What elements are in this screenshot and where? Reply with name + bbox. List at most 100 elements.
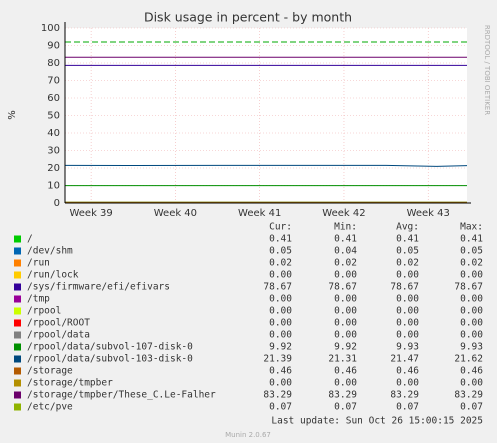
legend-value: 0.07 bbox=[334, 402, 357, 413]
legend-value: 0.00 bbox=[460, 330, 483, 341]
chart-title: Disk usage in percent - by month bbox=[144, 10, 352, 25]
legend-value: 0.00 bbox=[396, 330, 419, 341]
legend-value: 0.00 bbox=[396, 378, 419, 389]
legend-value: 21.62 bbox=[454, 354, 483, 365]
legend-swatch bbox=[14, 283, 21, 291]
y-axis-label: % bbox=[7, 110, 18, 120]
legend-swatch bbox=[14, 367, 21, 375]
legend-value: 0.04 bbox=[334, 246, 357, 257]
legend-value: 0.46 bbox=[460, 366, 483, 377]
legend-value: 83.29 bbox=[390, 390, 419, 401]
legend-label: /storage bbox=[27, 366, 73, 377]
footer: Munin 2.0.67 bbox=[225, 431, 271, 439]
legend-value: 0.41 bbox=[269, 234, 292, 245]
legend-value: 0.05 bbox=[460, 246, 483, 257]
side-text: RRDTOOL / TOBI OETIKER bbox=[483, 25, 491, 115]
legend-value: 0.00 bbox=[334, 378, 357, 389]
legend-value: 0.00 bbox=[396, 270, 419, 281]
legend-label: /run/lock bbox=[27, 270, 79, 281]
legend-value: 0.41 bbox=[396, 234, 419, 245]
x-tick-label: Week 43 bbox=[407, 208, 450, 219]
legend-value: 0.00 bbox=[269, 378, 292, 389]
y-tick-label: 100 bbox=[41, 23, 60, 34]
y-tick-label: 30 bbox=[47, 146, 60, 157]
legend-swatch bbox=[14, 271, 21, 279]
legend-value: 0.05 bbox=[269, 246, 292, 257]
legend-label: /etc/pve bbox=[27, 402, 73, 413]
legend-value: 0.00 bbox=[396, 306, 419, 317]
y-tick-label: 0 bbox=[54, 198, 60, 209]
legend-value: 0.05 bbox=[396, 246, 419, 257]
y-tick-label: 20 bbox=[47, 163, 60, 174]
legend-swatch bbox=[14, 259, 21, 267]
legend-value: 0.07 bbox=[460, 402, 483, 413]
legend-value: 0.00 bbox=[269, 330, 292, 341]
legend-value: 78.67 bbox=[390, 282, 419, 293]
y-tick-label: 10 bbox=[47, 181, 60, 192]
legend-value: 0.02 bbox=[396, 258, 419, 269]
x-tick-label: Week 39 bbox=[69, 208, 112, 219]
legend-swatch bbox=[14, 355, 21, 363]
legend-label: /storage/tmpber/These_C.Le-Falher bbox=[27, 390, 216, 401]
legend-swatch bbox=[14, 247, 21, 255]
legend-swatch bbox=[14, 307, 21, 315]
legend-value: 0.46 bbox=[269, 366, 292, 377]
legend-value: 0.46 bbox=[334, 366, 357, 377]
legend-value: 0.00 bbox=[269, 318, 292, 329]
legend-value: 0.00 bbox=[460, 378, 483, 389]
legend-value: 9.92 bbox=[334, 342, 357, 353]
legend-label: /run bbox=[27, 258, 50, 269]
x-tick-label: Week 40 bbox=[154, 208, 197, 219]
legend-value: 9.92 bbox=[269, 342, 292, 353]
legend-label: /rpool/data/subvol-103-disk-0 bbox=[27, 354, 193, 365]
legend-label: /storage/tmpber bbox=[27, 378, 113, 389]
legend-value: 0.00 bbox=[269, 270, 292, 281]
y-tick-label: 50 bbox=[47, 111, 60, 122]
legend-swatch bbox=[14, 319, 21, 327]
last-update: Last update: Sun Oct 26 15:00:15 2025 bbox=[271, 416, 483, 427]
legend-value: 0.00 bbox=[334, 294, 357, 305]
legend-label: / bbox=[27, 234, 33, 245]
legend-header: Min: bbox=[334, 222, 357, 233]
legend-value: 78.67 bbox=[263, 282, 292, 293]
legend-value: 0.07 bbox=[396, 402, 419, 413]
legend-value: 83.29 bbox=[263, 390, 292, 401]
legend-value: 0.00 bbox=[460, 270, 483, 281]
legend-value: 0.02 bbox=[269, 258, 292, 269]
legend-value: 21.47 bbox=[390, 354, 419, 365]
legend-value: 0.41 bbox=[334, 234, 357, 245]
legend-value: 0.00 bbox=[334, 330, 357, 341]
legend-label: /rpool bbox=[27, 306, 61, 317]
legend-value: 83.29 bbox=[454, 390, 483, 401]
legend-swatch bbox=[14, 379, 21, 387]
legend-value: 21.31 bbox=[328, 354, 357, 365]
legend-header: Max: bbox=[460, 222, 483, 233]
legend-swatch bbox=[14, 403, 21, 411]
legend-value: 0.00 bbox=[460, 318, 483, 329]
legend-value: 9.93 bbox=[396, 342, 419, 353]
legend-value: 0.00 bbox=[396, 294, 419, 305]
legend-value: 0.02 bbox=[460, 258, 483, 269]
legend-label: /rpool/data/subvol-107-disk-0 bbox=[27, 342, 193, 353]
legend-value: 0.00 bbox=[269, 294, 292, 305]
legend-value: 0.00 bbox=[460, 306, 483, 317]
y-tick-label: 70 bbox=[47, 76, 60, 87]
legend-value: 9.93 bbox=[460, 342, 483, 353]
legend-value: 0.00 bbox=[334, 306, 357, 317]
legend-value: 83.29 bbox=[328, 390, 357, 401]
legend-value: 0.00 bbox=[334, 270, 357, 281]
legend-swatch bbox=[14, 295, 21, 303]
legend-value: 0.00 bbox=[460, 294, 483, 305]
legend-label: /tmp bbox=[27, 294, 50, 305]
y-tick-label: 60 bbox=[47, 93, 60, 104]
y-tick-label: 80 bbox=[47, 58, 60, 69]
legend-value: 0.02 bbox=[334, 258, 357, 269]
legend-header: Avg: bbox=[396, 222, 419, 233]
legend-swatch bbox=[14, 235, 21, 243]
legend-header: Cur: bbox=[269, 222, 292, 233]
legend-value: 0.00 bbox=[334, 318, 357, 329]
legend-value: 0.07 bbox=[269, 402, 292, 413]
legend-label: /rpool/ROOT bbox=[27, 318, 90, 329]
legend-swatch bbox=[14, 331, 21, 339]
